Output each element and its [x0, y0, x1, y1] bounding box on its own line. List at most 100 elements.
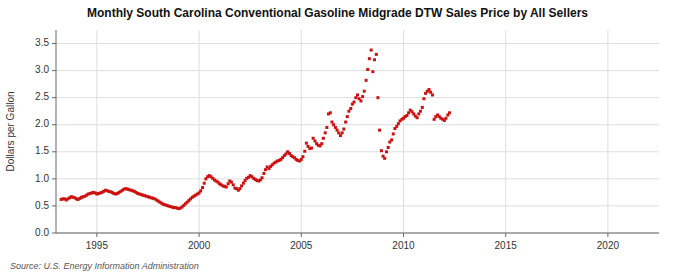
- point: [347, 110, 350, 113]
- grid: [56, 30, 659, 233]
- x-tick-label: 2010: [392, 240, 415, 251]
- point: [407, 111, 410, 114]
- x-tick-label: 2015: [495, 240, 518, 251]
- point: [416, 116, 419, 119]
- point: [322, 137, 325, 140]
- y-tick: [52, 70, 56, 71]
- point: [329, 111, 332, 114]
- y-grid-line: [56, 124, 659, 125]
- point: [366, 68, 369, 71]
- y-grid-line: [56, 205, 659, 206]
- y-tick-label: 3.5: [35, 37, 49, 48]
- point: [261, 176, 264, 179]
- point: [375, 53, 378, 56]
- point: [353, 100, 356, 103]
- x-tick: [199, 233, 200, 237]
- point: [303, 150, 306, 153]
- point: [385, 150, 388, 153]
- x-tick: [403, 233, 404, 237]
- point: [305, 142, 308, 145]
- point: [238, 187, 241, 190]
- point: [361, 95, 364, 98]
- point: [339, 134, 342, 137]
- y-tick: [52, 151, 56, 152]
- y-grid-line: [56, 233, 659, 234]
- point: [199, 189, 202, 192]
- axes: 0.00.51.01.52.02.53.03.51995200020052010…: [35, 30, 659, 251]
- point: [376, 96, 379, 99]
- y-tick-label: 1.0: [35, 173, 49, 184]
- y-tick: [52, 97, 56, 98]
- point: [365, 79, 368, 82]
- point: [310, 147, 313, 150]
- point: [330, 121, 333, 124]
- x-tick-label: 2000: [188, 240, 211, 251]
- y-tick: [52, 43, 56, 44]
- point: [312, 137, 315, 140]
- x-grid-line: [199, 30, 200, 233]
- point: [336, 129, 339, 132]
- x-grid-line: [607, 30, 608, 233]
- x-tick-label: 2005: [290, 240, 313, 251]
- x-grid-line: [301, 30, 302, 233]
- point: [313, 139, 316, 142]
- y-grid-line: [56, 151, 659, 152]
- point: [337, 131, 340, 134]
- point: [422, 97, 425, 100]
- point: [370, 49, 373, 52]
- y-grid-line: [56, 97, 659, 98]
- point: [392, 132, 395, 135]
- y-tick: [52, 233, 56, 234]
- point: [380, 149, 383, 152]
- point: [397, 122, 400, 125]
- title: Monthly South Carolina Conventional Gaso…: [87, 6, 588, 20]
- point: [371, 70, 374, 73]
- point: [417, 112, 420, 115]
- x-grid-line: [96, 30, 97, 233]
- point: [349, 107, 352, 110]
- y-tick-label: 3.0: [35, 64, 49, 75]
- point: [344, 121, 347, 124]
- x-tick: [301, 233, 302, 237]
- y-tick: [52, 124, 56, 125]
- x-tick: [505, 233, 506, 237]
- x-grid-line: [403, 30, 404, 233]
- point: [341, 131, 344, 134]
- point: [383, 157, 386, 160]
- y-tick-label: 2.0: [35, 118, 49, 129]
- point: [325, 126, 328, 129]
- y-axis-line: [56, 30, 57, 233]
- point: [356, 93, 359, 96]
- point: [405, 114, 408, 117]
- y-tick-label: 1.5: [35, 145, 49, 156]
- point: [230, 181, 233, 184]
- point: [433, 118, 436, 121]
- point: [342, 128, 345, 131]
- point: [378, 129, 381, 132]
- point: [201, 186, 204, 189]
- x-grid-line: [505, 30, 506, 233]
- point: [242, 182, 245, 185]
- y-grid-line: [56, 70, 659, 71]
- point: [225, 185, 228, 188]
- y-grid-line: [56, 43, 659, 44]
- x-axis-line: [56, 233, 659, 234]
- point: [346, 115, 349, 118]
- point: [387, 146, 390, 149]
- point: [373, 58, 376, 61]
- point: [428, 88, 431, 91]
- point: [368, 57, 371, 60]
- point: [332, 123, 335, 126]
- x-tick: [96, 233, 97, 237]
- point: [431, 93, 434, 96]
- annotation: Source: U.S. Energy Information Administ…: [10, 261, 199, 271]
- y-tick: [52, 178, 56, 179]
- point: [421, 106, 424, 109]
- point: [363, 90, 366, 93]
- x-tick: [607, 233, 608, 237]
- point: [227, 182, 230, 185]
- point: [324, 131, 327, 134]
- y-axis-label: Dollars per Gallon: [5, 91, 16, 171]
- point: [390, 138, 393, 141]
- point: [354, 96, 357, 99]
